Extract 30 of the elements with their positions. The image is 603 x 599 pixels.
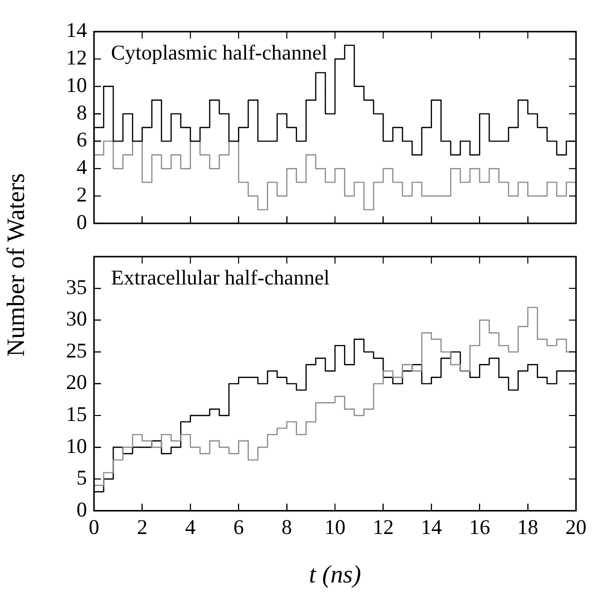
- x-tick-label: 14: [420, 514, 442, 539]
- y-tick-label: 4: [76, 155, 88, 180]
- x-tick-label: 18: [517, 514, 538, 539]
- x-tick-label: 10: [324, 514, 346, 539]
- annotation: Extracellular half-channel: [111, 266, 330, 290]
- x-tick-label: 16: [469, 514, 490, 539]
- y-tick-label: 35: [66, 274, 87, 299]
- x-tick-label: 6: [233, 514, 244, 539]
- y-tick-label: 12: [66, 46, 87, 70]
- x-tick-label: 20: [566, 514, 586, 539]
- y-tick-label: 8: [76, 100, 87, 124]
- y-tick-label: 6: [76, 128, 87, 152]
- x-tick-label: 8: [282, 514, 292, 539]
- x-axis-title: t (ns): [308, 562, 362, 589]
- x-tick-label: 12: [372, 514, 394, 539]
- y-tick-label: 14: [66, 18, 88, 42]
- y-tick-label: 5: [76, 466, 87, 490]
- y-tick-label: 2: [76, 182, 87, 207]
- y-tick-label: 10: [66, 434, 87, 458]
- y-tick-label: 0: [76, 210, 87, 234]
- x-tick-label: 2: [136, 514, 148, 539]
- x-tick-label: 4: [185, 514, 196, 539]
- y-tick-label: 10: [66, 72, 87, 97]
- y-axis-title: Number of Waters: [3, 173, 31, 357]
- annotation: Cytoplasmic half-channel: [111, 40, 328, 65]
- y-tick-label: 25: [66, 338, 87, 362]
- y-tick-label: 20: [66, 370, 87, 394]
- y-tick-label: 30: [66, 306, 87, 331]
- y-tick-label: 15: [66, 402, 87, 426]
- y-tick-label: 0: [76, 497, 87, 522]
